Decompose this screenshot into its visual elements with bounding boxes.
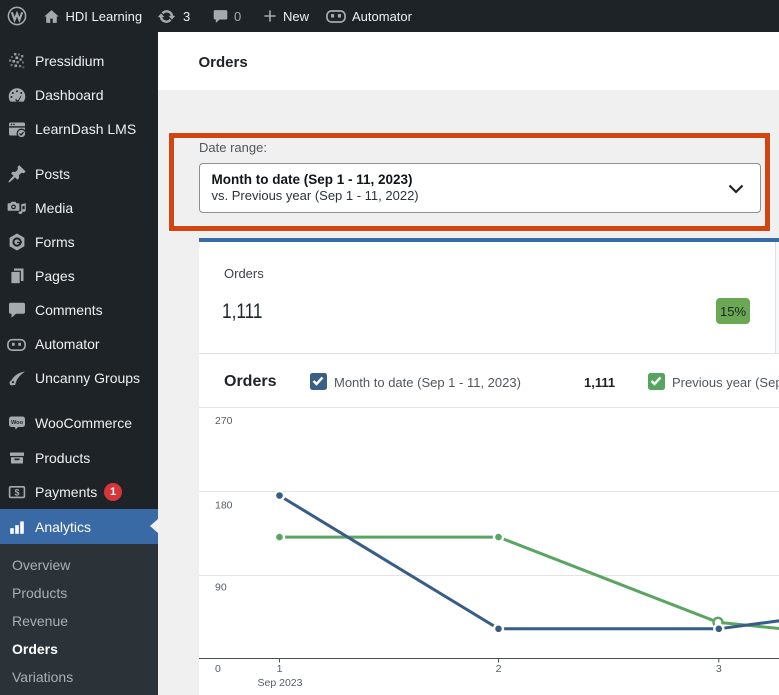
svg-text:$: $	[14, 487, 19, 497]
svg-text:1: 1	[277, 663, 283, 675]
svg-text:3: 3	[716, 663, 722, 675]
svg-text:180: 180	[215, 499, 233, 511]
svg-text:Woo: Woo	[11, 420, 24, 426]
svg-text:270: 270	[215, 415, 233, 427]
svg-text:0: 0	[215, 663, 221, 675]
svg-text:90: 90	[215, 582, 227, 594]
svg-text:Sep 2023: Sep 2023	[258, 677, 303, 689]
svg-text:2: 2	[496, 663, 502, 675]
